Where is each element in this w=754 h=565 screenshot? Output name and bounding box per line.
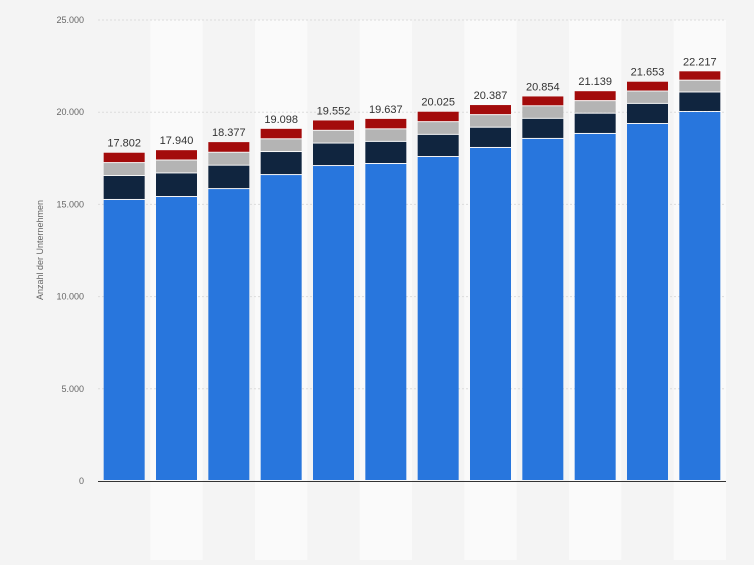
bar-segment	[522, 106, 564, 118]
bar-segment	[417, 122, 459, 134]
total-label: 17.940	[160, 135, 194, 147]
bar-segment	[522, 96, 564, 106]
total-label: 21.139	[578, 76, 612, 88]
bar-segment	[417, 134, 459, 157]
bar-segment	[574, 113, 616, 133]
bar-segment	[574, 133, 616, 480]
bar-segment	[208, 189, 250, 481]
bar-segment	[574, 101, 616, 113]
total-label: 20.025	[421, 97, 455, 109]
total-label: 19.098	[264, 114, 298, 126]
bar-segment	[679, 71, 721, 80]
total-label: 19.637	[369, 104, 403, 116]
bar-segment	[470, 115, 511, 127]
total-label: 20.854	[526, 81, 560, 93]
y-tick-label: 25.000	[56, 15, 84, 25]
total-label: 20.387	[474, 90, 508, 102]
bar-segment	[313, 120, 354, 130]
bar-segment	[627, 103, 668, 124]
bar-segment	[313, 166, 354, 480]
y-tick-label: 20.000	[56, 107, 84, 117]
bar-segment	[470, 147, 511, 480]
y-tick-label: 15.000	[56, 199, 84, 209]
total-label: 21.653	[631, 67, 665, 79]
bar-segment	[470, 105, 511, 115]
bar-segment	[208, 165, 250, 189]
y-axis-label: Anzahl der Unternehmen	[35, 200, 45, 300]
bar-segment	[313, 130, 354, 143]
bar-segment	[627, 124, 668, 481]
bar-segment	[260, 152, 302, 175]
bar-segment	[417, 157, 459, 480]
bar-segment	[365, 129, 407, 141]
bar-segment	[260, 128, 302, 139]
bar-segment	[365, 118, 407, 129]
y-tick-label: 5.000	[61, 384, 84, 394]
total-label: 17.802	[107, 138, 141, 150]
bar-segment	[313, 143, 354, 166]
bar-segment	[156, 173, 197, 197]
bar-segment	[574, 91, 616, 101]
total-label: 22.217	[683, 56, 717, 68]
bar-segment	[103, 152, 145, 163]
bar-segment	[522, 138, 564, 481]
bar-segment	[627, 91, 668, 103]
bar-segment	[156, 150, 197, 160]
bar-segment	[208, 152, 250, 165]
bar-segment	[103, 163, 145, 176]
bar-segment	[679, 92, 721, 112]
bar-segment	[365, 164, 407, 480]
bar-segment	[103, 199, 145, 480]
bar-segment	[627, 81, 668, 91]
bar-segment	[260, 175, 302, 481]
bar-segment	[470, 127, 511, 147]
bar-segment	[679, 112, 721, 481]
y-tick-label: 0	[79, 476, 84, 486]
bar-segment	[365, 141, 407, 164]
total-label: 18.377	[212, 127, 246, 139]
total-label: 19.552	[317, 105, 351, 117]
bar-segment	[260, 139, 302, 152]
bar-segment	[417, 111, 459, 122]
bar-segment	[679, 80, 721, 92]
bar-segment	[156, 160, 197, 173]
bar-segment	[103, 176, 145, 199]
bar-segment	[156, 197, 197, 481]
bar-segment	[208, 142, 250, 152]
bar-segment	[522, 118, 564, 138]
y-tick-label: 10.000	[56, 292, 84, 302]
